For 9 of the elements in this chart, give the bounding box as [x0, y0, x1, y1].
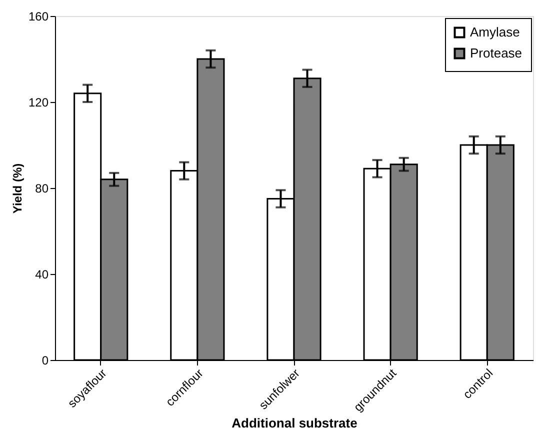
y-tick-label: 160: [28, 10, 49, 24]
y-tick-label: 0: [42, 354, 49, 368]
y-tick-label: 120: [28, 96, 49, 110]
legend-label: Protease: [470, 46, 522, 60]
y-tick-label: 40: [35, 268, 49, 282]
y-tick-label: 80: [35, 182, 49, 196]
y-axis-title: Yield (%): [10, 163, 24, 214]
legend-label: Amylase: [470, 24, 520, 40]
x-axis-title: Additional substrate: [232, 415, 358, 430]
